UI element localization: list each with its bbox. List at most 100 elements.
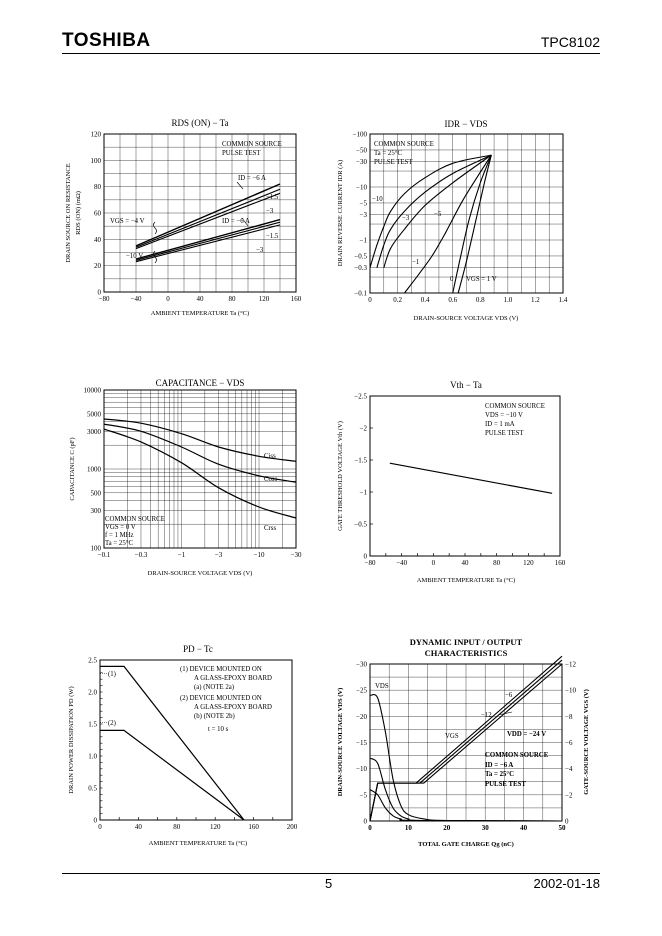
vth-x-label: AMBIENT TEMPERATURE Ta (°C)	[417, 577, 515, 584]
part-number: TPC8102	[540, 34, 600, 50]
cap-series-line	[103, 428, 297, 519]
dyn-y-tick-right: −10	[565, 687, 576, 695]
pd-series-line	[100, 729, 245, 821]
rds-y-tick: 80	[94, 183, 102, 191]
dyn-y-tick-left: −20	[356, 713, 367, 721]
vth-series-line	[389, 462, 553, 494]
dyn-annotation: VDD = −24 V	[507, 731, 546, 738]
rds-leader	[236, 181, 244, 190]
rds-x-label: AMBIENT TEMPERATURE Ta (°C)	[151, 310, 249, 317]
dyn-annotation: ID = −6 A	[485, 762, 513, 769]
dyn-annotation: Ta = 25°C	[485, 771, 514, 778]
pd-x-tick: 40	[135, 823, 143, 831]
cap-annotation: VGS = 0 V	[105, 524, 136, 531]
cap-annotation: Crss	[264, 525, 276, 532]
cap-y-tick: 10000	[84, 387, 102, 395]
pd-y-tick: 0	[94, 817, 98, 825]
idr-series-line	[452, 154, 492, 294]
idr-vs-vds-chart: 0 0.2 0.4 0.6 0.8 1.0 1.2 1.4−100−50−30−10−5−3−…	[337, 119, 568, 322]
rds-annotation: −10 V	[126, 253, 143, 260]
pd-y-label: DRAIN POWER DISSIPATION PD (W)	[68, 686, 75, 793]
idr-annotation: −10	[372, 196, 383, 203]
vth-vs-ta-chart: −80 −40 0 40 80 120 160 0 −0.5 −1 −1.5 −2 −2.5 Vth − …	[337, 380, 566, 584]
idr-y-tick: −1	[360, 237, 368, 245]
idr-annotation: 0	[450, 276, 454, 283]
rds-y-label: RDS (ON) (mΩ)	[75, 191, 82, 235]
cap-title: CAPACITANCE − VDS	[156, 378, 245, 388]
pd-series-line	[100, 665, 245, 821]
vth-y-tick: −1	[360, 489, 368, 497]
idr-x-tick: 0.6	[448, 296, 457, 304]
dyn-y-tick-left: −5	[360, 791, 368, 799]
toshiba-logo: TOSHIBA	[62, 30, 151, 51]
rds-title: RDS (ON) − Ta	[171, 118, 228, 128]
rds-x-tick: −80	[99, 295, 110, 303]
idr-annotation: −3	[402, 215, 410, 222]
idr-y-tick: −10	[356, 184, 367, 192]
pd-y-tick: 2.5	[88, 657, 97, 665]
idr-annotation: VGS = 1 V	[466, 276, 497, 283]
pd-y-tick: 1.5	[88, 721, 97, 729]
pd-annotation: (2)	[108, 720, 116, 727]
page-number: 5	[325, 876, 333, 891]
pd-title: PD − Tc	[183, 644, 213, 654]
vth-x-tick: 80	[493, 559, 501, 567]
vth-y-tick: 0	[364, 553, 368, 561]
dyn-vgs-line	[369, 655, 563, 822]
pd-y-tick: 2.0	[88, 689, 97, 697]
pd-x-tick: 120	[210, 823, 221, 831]
rds-annotation: PULSE TEST	[222, 150, 261, 157]
dyn-annotation: COMMON SOURCE	[485, 752, 549, 759]
dyn-x-tick: 10	[405, 824, 413, 832]
rds-y-tick: 40	[94, 236, 102, 244]
dyn-y-tick-left: −30	[356, 661, 367, 669]
idr-x-tick: 1.0	[503, 296, 512, 304]
dyn-y-tick-left: −10	[356, 765, 367, 773]
dyn-y-tick-right: 0	[565, 818, 569, 826]
dyn-title: DYNAMIC INPUT / OUTPUT	[410, 637, 523, 647]
idr-annotation: Ta = 25°C	[374, 150, 402, 157]
rds-annotation: COMMON SOURCE	[222, 141, 282, 148]
idr-x-tick: 1.2	[531, 296, 540, 304]
vth-annotation: VDS = −10 V	[485, 412, 523, 419]
cap-x-tick: −10	[254, 551, 265, 559]
dyn-x-tick: 30	[482, 824, 490, 832]
rds-annotation: ID = −6 A	[222, 218, 250, 225]
pd-annotation: (1) DEVICE MOUNTED ON	[180, 666, 262, 673]
footer-rule	[62, 873, 600, 874]
rds-series-line	[135, 218, 281, 260]
vth-y-tick: −2	[360, 425, 368, 433]
idr-annotation: COMMON SOURCE	[374, 141, 434, 148]
idr-x-tick: 0.4	[421, 296, 430, 304]
idr-x-tick: 1.4	[559, 296, 568, 304]
rds-annotation: ID = −6 A	[238, 175, 266, 182]
rds-on-vs-ta-chart: −80 −40 0 40 80 120 160 0 20 40 60 80 100 120 RDS (ON)…	[65, 118, 302, 317]
rds-annotation: −1.5	[266, 233, 279, 240]
idr-y-tick: −0.5	[354, 252, 367, 260]
dyn-y-tick-right: −6	[565, 739, 573, 747]
cap-series-line	[103, 423, 297, 483]
vth-frame	[369, 395, 561, 557]
idr-annotation: −1	[412, 259, 419, 266]
idr-y-label: DRAIN REVERSE CURRENT IDR (A)	[337, 160, 344, 266]
dyn-y-tick-right: −8	[565, 713, 573, 721]
idr-series-line	[369, 154, 492, 268]
idr-series-line	[376, 154, 492, 268]
vth-x-tick: 160	[555, 559, 566, 567]
idr-frame	[369, 133, 564, 294]
rds-x-tick: −40	[131, 295, 142, 303]
dyn-x-tick: 40	[520, 824, 528, 832]
cap-annotation: Coss	[264, 476, 278, 483]
vth-y-tick: −0.5	[354, 521, 367, 529]
cap-x-tick: −3	[215, 551, 223, 559]
dyn-annotation: VDS	[375, 683, 389, 690]
cap-annotation: f = 1 MHz	[105, 532, 134, 539]
rds-bracket	[153, 221, 157, 235]
capacitance-vs-vds-chart: −0.1 −0.3 −1 −3 −10 −30 100 300 500 1000 3000 5000 1…	[69, 378, 302, 577]
cap-x-tick: −1	[178, 551, 186, 559]
rds-x-tick: 160	[291, 295, 302, 303]
idr-x-tick: 0	[368, 296, 372, 304]
idr-series-line	[383, 154, 492, 268]
dyn-y-tick-right: −4	[565, 765, 573, 773]
dyn-x-tick: 0	[368, 824, 372, 832]
